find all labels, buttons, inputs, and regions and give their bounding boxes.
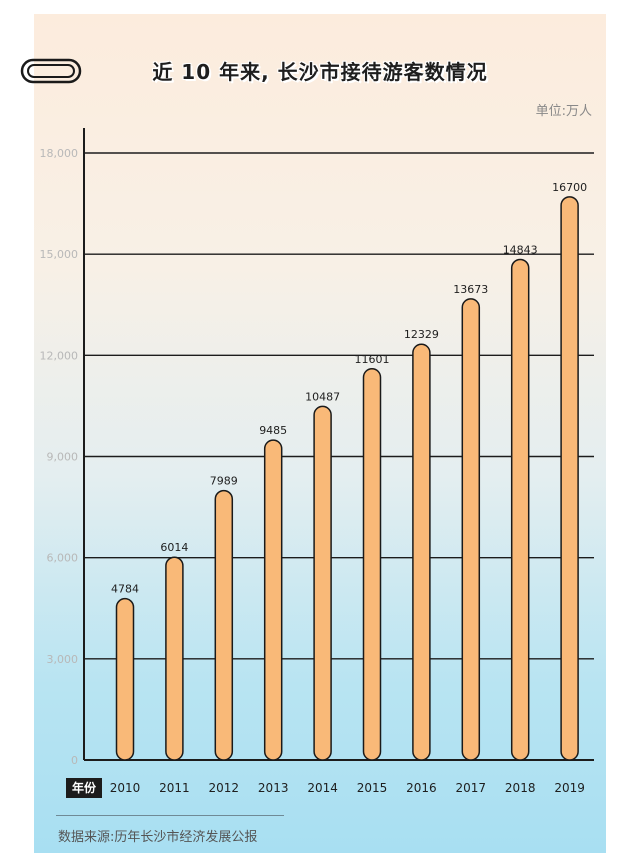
bar-2012 [214, 489, 234, 761]
x-tick-label: 2015 [357, 781, 388, 795]
data-label-2010: 4784 [111, 583, 139, 596]
x-tick-label: 2010 [110, 781, 141, 795]
data-label-2014: 10487 [305, 390, 340, 403]
x-tick-label: 2012 [209, 781, 240, 795]
y-tick-label: 0 [71, 754, 78, 767]
bar-2015 [362, 368, 382, 761]
data-label-2011: 6014 [160, 541, 188, 554]
bar-2014 [313, 405, 332, 761]
x-tick-label: 2011 [159, 781, 190, 795]
data-label-2017: 13673 [453, 283, 488, 296]
x-axis-title: 年份 [66, 778, 102, 798]
paperclip-icon [20, 58, 82, 84]
data-label-2015: 11601 [355, 353, 390, 366]
bar-2019 [560, 196, 579, 761]
x-tick-label: 2013 [258, 781, 289, 795]
unit-label: 单位:万人 [535, 104, 592, 119]
y-tick-label: 9,000 [47, 451, 79, 464]
x-tick-label: 2014 [307, 781, 338, 795]
data-label-2019: 16700 [552, 181, 587, 194]
bar-2018 [510, 258, 530, 761]
data-label-2016: 12329 [404, 328, 439, 341]
x-tick-label: 2016 [406, 781, 437, 795]
x-tick-label: 2017 [456, 781, 487, 795]
bar-2016 [412, 343, 431, 761]
y-tick-label: 3,000 [47, 653, 79, 666]
y-tick-label: 12,000 [40, 349, 79, 362]
x-tick-label: 2018 [505, 781, 536, 795]
y-tick-label: 6,000 [47, 552, 79, 565]
bar-2017 [461, 298, 481, 761]
chart-title: 近 10 年来, 长沙市接待游客数情况 [152, 60, 488, 84]
gridlines [84, 152, 594, 761]
x-axis-ticks: 2010 2011 2012 2013 2014 2015 2016 2017 2018 2019 [110, 781, 585, 795]
y-axis-ticks: 0 3,000 6,000 9,000 12,000 15,000 18,000 [40, 147, 79, 767]
bar-2013 [263, 439, 283, 761]
y-tick-label: 15,000 [40, 248, 79, 261]
x-tick-label: 2019 [554, 781, 585, 795]
data-source: 数据来源:历年长沙市经济发展公报 [58, 830, 258, 845]
data-label-2018: 14843 [503, 243, 538, 256]
bar-2010 [115, 597, 135, 761]
source-divider [56, 815, 284, 816]
data-label-2013: 9485 [259, 424, 287, 437]
bar-2011 [165, 556, 184, 761]
bars [115, 196, 579, 761]
data-labels: 4784 6014 7989 9485 10487 11601 12329 13673 1484… [111, 181, 587, 596]
data-label-2012: 7989 [210, 475, 238, 488]
y-tick-label: 18,000 [40, 147, 79, 160]
